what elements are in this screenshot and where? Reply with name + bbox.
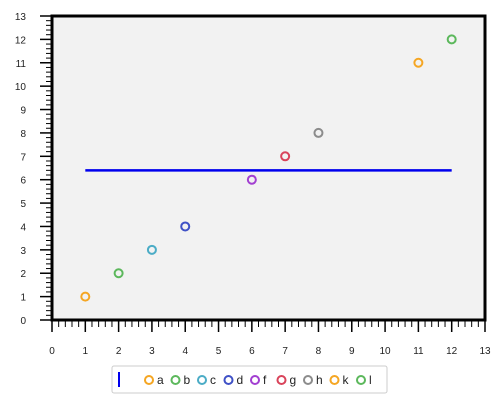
y-tick-label: 8 — [20, 129, 26, 140]
x-tick-label: 8 — [316, 346, 322, 357]
y-tick-label: 12 — [15, 35, 27, 46]
legend-label-d[interactable]: d — [237, 373, 244, 387]
legend-label-c[interactable]: c — [210, 373, 216, 387]
legend-marker-c[interactable] — [197, 375, 207, 385]
legend-label-b[interactable]: b — [184, 373, 191, 387]
legend-label-k[interactable]: k — [343, 373, 350, 387]
point-b — [113, 268, 124, 279]
y-tick-label: 7 — [20, 152, 26, 163]
y-tick-label: 13 — [15, 12, 27, 23]
y-tick-label: 9 — [20, 106, 26, 117]
legend-box — [111, 365, 388, 394]
y-tick-label: 10 — [15, 82, 27, 93]
x-tick-label: 12 — [446, 346, 458, 357]
point-d — [180, 221, 191, 232]
legend-label-g[interactable]: g — [290, 373, 297, 387]
y-tick-label: 1 — [20, 293, 26, 304]
legend-marker-g[interactable] — [276, 375, 287, 385]
point-g — [280, 151, 291, 162]
x-tick-label: 9 — [349, 346, 355, 357]
legend-marker-a[interactable] — [144, 375, 154, 385]
x-axis: 0 1 2 3 4 5 6 7 8 9 10 11 12 13 — [49, 320, 491, 357]
x-tick-label: 5 — [216, 346, 222, 357]
y-tick-label: 2 — [20, 269, 26, 280]
y-tick-label: 0 — [20, 316, 26, 327]
y-tick-label: 11 — [16, 59, 27, 70]
x-tick-label: 0 — [49, 346, 55, 357]
point-c — [146, 244, 157, 255]
y-tick-label: 5 — [20, 199, 26, 210]
point-l — [446, 34, 457, 45]
legend-label-l[interactable]: l — [369, 373, 372, 387]
y-tick-label: 3 — [20, 246, 26, 257]
legend-marker-h[interactable] — [303, 375, 313, 385]
x-tick-label: 7 — [282, 346, 288, 357]
y-tick-label: 4 — [20, 222, 26, 233]
point-k — [413, 57, 424, 68]
legend-label-h[interactable]: h — [316, 373, 323, 387]
legend-marker-k[interactable] — [329, 375, 340, 385]
point-a — [80, 291, 91, 302]
x-tick-label: 4 — [182, 346, 188, 357]
x-tick-label: 1 — [83, 346, 89, 357]
x-tick-label: 11 — [413, 346, 424, 357]
legend-label-f[interactable]: f — [263, 373, 267, 387]
legend-marker-f[interactable] — [250, 375, 260, 385]
point-f — [246, 174, 257, 185]
legend-marker-d[interactable] — [223, 375, 234, 385]
x-tick-label: 6 — [249, 346, 255, 357]
y-tick-label: 6 — [20, 176, 26, 187]
data-points — [80, 34, 457, 302]
point-h — [313, 127, 324, 138]
legend-marker-l[interactable] — [356, 375, 366, 385]
legend-label-a[interactable]: a — [157, 373, 164, 387]
x-tick-label: 2 — [116, 346, 122, 357]
x-tick-label: 3 — [149, 346, 155, 357]
x-tick-label: 10 — [380, 346, 392, 357]
legend-marker-b[interactable] — [170, 375, 181, 385]
x-tick-label: 13 — [479, 346, 491, 357]
plot-area — [50, 14, 487, 322]
